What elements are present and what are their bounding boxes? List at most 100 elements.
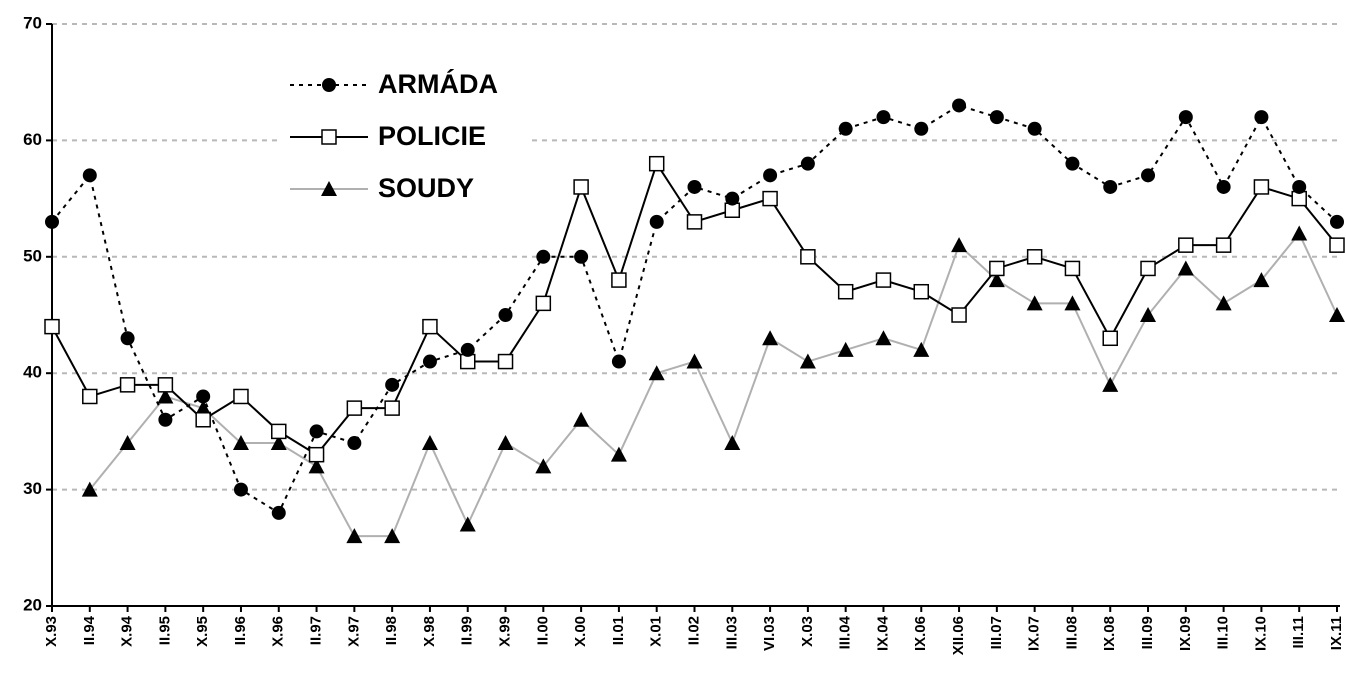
marker	[45, 214, 59, 229]
marker	[914, 121, 929, 136]
marker	[347, 436, 362, 451]
y-tick-label: 20	[23, 595, 42, 614]
x-tick-label: IX.11	[1328, 616, 1345, 650]
marker	[460, 342, 475, 357]
y-tick-label: 60	[23, 130, 42, 149]
marker	[875, 272, 892, 288]
marker	[346, 528, 363, 544]
x-tick-label: X.96	[270, 616, 287, 647]
marker	[686, 214, 703, 230]
marker	[989, 110, 1004, 125]
marker	[421, 435, 438, 451]
x-tick-label: VI.03	[761, 616, 778, 651]
marker	[1330, 214, 1344, 229]
marker	[232, 435, 249, 451]
marker	[233, 482, 248, 497]
marker	[988, 272, 1005, 288]
marker	[1329, 237, 1345, 253]
y-tick-label: 70	[23, 13, 42, 32]
marker	[876, 110, 891, 125]
marker	[610, 446, 627, 462]
x-tick-label: X.93	[43, 616, 60, 647]
marker	[648, 155, 665, 172]
x-tick-label: III.04	[837, 615, 854, 649]
marker	[951, 237, 968, 253]
x-tick-label: II.00	[534, 616, 551, 645]
marker	[157, 377, 174, 393]
marker	[196, 389, 211, 404]
marker	[1102, 330, 1118, 347]
marker	[81, 481, 98, 497]
marker	[611, 272, 627, 288]
marker	[1291, 225, 1308, 241]
x-tick-label: III.09	[1139, 616, 1156, 649]
marker	[686, 353, 703, 369]
x-tick-label: IX.09	[1177, 616, 1194, 651]
x-tick-label: IX.08	[1101, 616, 1118, 651]
marker	[1215, 295, 1232, 311]
marker	[1065, 156, 1080, 171]
marker	[270, 435, 287, 451]
x-tick-label: IX.07	[1026, 616, 1043, 651]
x-tick-label: III.07	[988, 616, 1005, 649]
series-line	[51, 161, 1338, 456]
marker	[1178, 237, 1194, 253]
x-tick-label: II.96	[232, 616, 249, 645]
marker	[837, 283, 854, 300]
marker	[952, 98, 967, 113]
marker	[1216, 179, 1231, 194]
marker	[459, 516, 476, 532]
legend-label: SOUDY	[378, 173, 474, 203]
marker	[385, 377, 400, 392]
marker	[308, 458, 325, 474]
marker	[536, 249, 551, 264]
x-tick-label: X.95	[194, 616, 211, 647]
y-tick-label: 30	[23, 479, 42, 498]
marker	[573, 411, 590, 427]
marker	[195, 412, 211, 428]
marker	[195, 400, 212, 416]
x-tick-label: II.95	[156, 616, 173, 645]
series-line	[89, 231, 1338, 538]
marker	[82, 168, 97, 183]
marker	[1329, 307, 1345, 322]
marker	[951, 307, 967, 323]
marker	[497, 353, 514, 370]
marker	[119, 435, 136, 451]
marker	[574, 249, 589, 264]
marker	[573, 179, 589, 195]
marker	[422, 318, 438, 335]
marker	[498, 308, 513, 322]
x-tick-label: II.97	[308, 616, 325, 645]
y-tick-label: 50	[23, 246, 42, 265]
x-tick-label: II.01	[610, 616, 627, 645]
marker	[271, 423, 287, 440]
marker	[875, 330, 892, 346]
marker	[913, 341, 930, 357]
marker	[1292, 179, 1307, 194]
x-tick-label: III.03	[723, 616, 740, 649]
y-tick-label: 40	[23, 363, 42, 382]
x-tick-label: III.11	[1290, 616, 1307, 649]
series-line	[51, 104, 1338, 515]
marker	[535, 295, 552, 312]
marker	[611, 354, 626, 369]
marker	[1141, 168, 1156, 183]
marker	[1253, 179, 1270, 195]
marker	[119, 377, 136, 393]
marker	[687, 179, 702, 194]
marker	[384, 400, 400, 416]
marker	[724, 435, 741, 451]
x-tick-label: X.99	[496, 616, 513, 647]
x-tick-label: IX.04	[874, 615, 891, 651]
x-tick-label: II.94	[81, 615, 98, 645]
x-tick-label: III.08	[1063, 616, 1080, 649]
marker	[649, 214, 664, 229]
marker	[1177, 260, 1194, 276]
marker	[1064, 260, 1081, 277]
marker	[1253, 272, 1270, 288]
marker	[1103, 179, 1118, 194]
x-tick-label: XII.06	[950, 616, 967, 655]
x-tick-label: X.00	[572, 616, 589, 647]
marker	[346, 400, 363, 416]
